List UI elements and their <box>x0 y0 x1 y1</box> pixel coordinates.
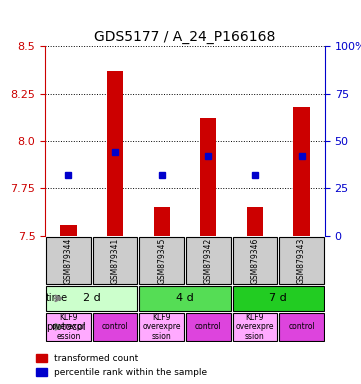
Text: GSM879341: GSM879341 <box>110 237 119 283</box>
Text: GSM879343: GSM879343 <box>297 237 306 283</box>
FancyBboxPatch shape <box>139 313 184 341</box>
Text: KLF9
overexpre
ssion: KLF9 overexpre ssion <box>143 313 181 341</box>
FancyBboxPatch shape <box>93 237 138 284</box>
Text: protocol: protocol <box>46 322 86 332</box>
Bar <box>200 118 217 236</box>
FancyBboxPatch shape <box>46 313 91 341</box>
Text: GSM879346: GSM879346 <box>251 237 260 283</box>
Bar <box>107 71 123 236</box>
FancyBboxPatch shape <box>279 313 324 341</box>
FancyBboxPatch shape <box>186 313 231 341</box>
Text: 2 d: 2 d <box>83 293 101 303</box>
FancyBboxPatch shape <box>232 286 324 311</box>
Text: 4 d: 4 d <box>176 293 194 303</box>
Text: control: control <box>288 322 315 331</box>
FancyBboxPatch shape <box>186 237 231 284</box>
Text: KLF9
overexpre
ssion: KLF9 overexpre ssion <box>236 313 274 341</box>
FancyBboxPatch shape <box>46 237 91 284</box>
Text: time: time <box>46 293 68 303</box>
FancyBboxPatch shape <box>139 286 231 311</box>
FancyBboxPatch shape <box>232 237 277 284</box>
Text: control: control <box>102 322 129 331</box>
Title: GDS5177 / A_24_P166168: GDS5177 / A_24_P166168 <box>94 30 276 44</box>
Text: GSM879344: GSM879344 <box>64 237 73 283</box>
Bar <box>153 207 170 236</box>
Text: control: control <box>195 322 222 331</box>
Text: GSM879342: GSM879342 <box>204 237 213 283</box>
FancyBboxPatch shape <box>139 237 184 284</box>
FancyBboxPatch shape <box>232 313 277 341</box>
Legend: transformed count, percentile rank within the sample: transformed count, percentile rank withi… <box>34 351 210 379</box>
FancyBboxPatch shape <box>46 286 138 311</box>
Bar <box>247 207 263 236</box>
Text: GSM879345: GSM879345 <box>157 237 166 283</box>
FancyBboxPatch shape <box>93 313 138 341</box>
Text: KLF9
overexpr
ession: KLF9 overexpr ession <box>51 313 86 341</box>
Bar <box>293 107 310 236</box>
Text: 7 d: 7 d <box>269 293 287 303</box>
Bar <box>60 225 77 236</box>
FancyBboxPatch shape <box>279 237 324 284</box>
